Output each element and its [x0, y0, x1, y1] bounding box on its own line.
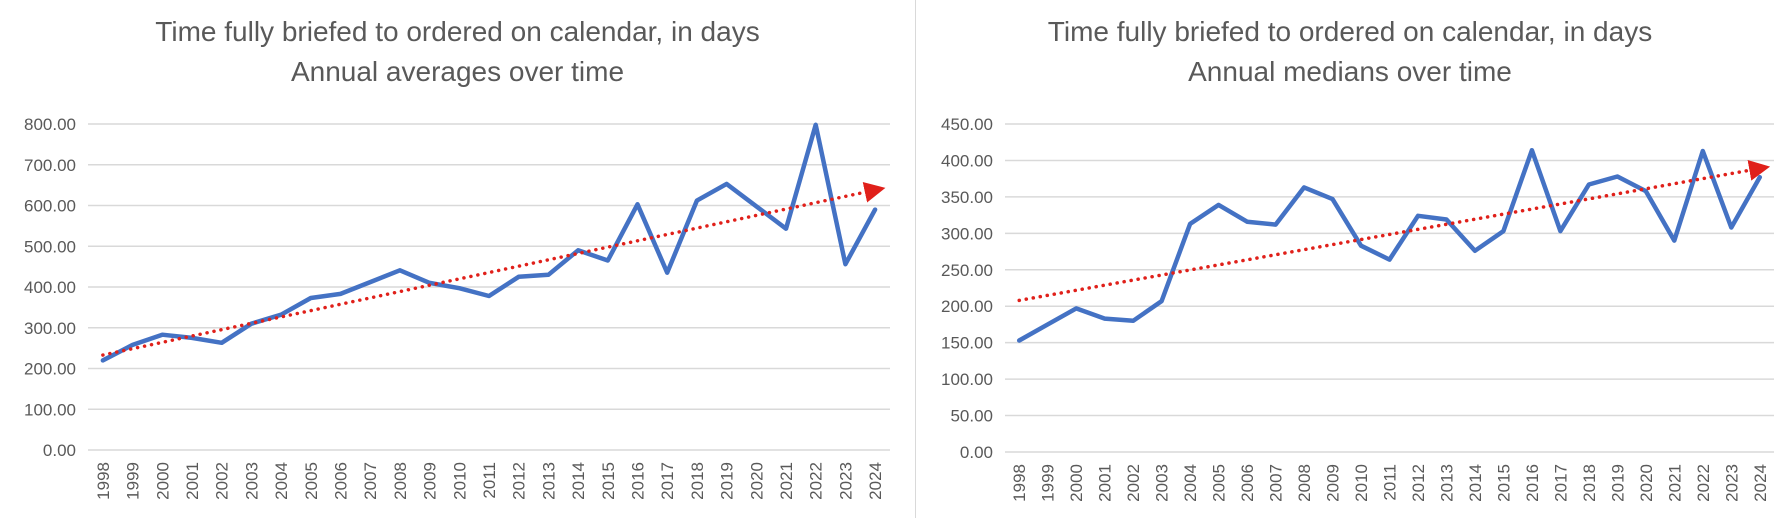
x-tick-label: 2020: [1637, 464, 1656, 502]
x-tick-label: 2000: [153, 462, 172, 500]
x-tick-label: 2004: [1181, 464, 1200, 502]
x-tick-label: 2013: [539, 462, 558, 500]
x-tick-label: 2024: [1751, 464, 1770, 502]
y-tick-label: 100.00: [24, 400, 76, 419]
x-tick-label: 2007: [1267, 464, 1286, 502]
x-tick-label: 1998: [1010, 464, 1029, 502]
x-tick-label: 2010: [450, 462, 469, 500]
x-tick-label: 2002: [1124, 464, 1143, 502]
x-tick-label: 2015: [1494, 464, 1513, 502]
chart-title-block: Time fully briefed to ordered on calenda…: [916, 12, 1784, 92]
x-tick-label: 2002: [213, 462, 232, 500]
y-tick-label: 450.00: [941, 115, 993, 134]
y-tick-label: 50.00: [950, 407, 993, 426]
x-tick-label: 2004: [272, 462, 291, 500]
x-tick-label: 2021: [1665, 464, 1684, 502]
x-tick-label: 2017: [658, 462, 677, 500]
x-tick-label: 2017: [1551, 464, 1570, 502]
x-tick-label: 2012: [1409, 464, 1428, 502]
x-tick-label: 2009: [1324, 464, 1343, 502]
chart-title-block: Time fully briefed to ordered on calenda…: [0, 12, 915, 92]
y-tick-label: 400.00: [941, 151, 993, 170]
x-tick-label: 2016: [1523, 464, 1542, 502]
chart-averages: Time fully briefed to ordered on calenda…: [0, 12, 915, 500]
chart-title: Time fully briefed to ordered on calenda…: [1047, 16, 1653, 47]
chart-subtitle: Annual averages over time: [290, 56, 625, 87]
panel-divider: [915, 0, 916, 518]
y-tick-label: 300.00: [24, 319, 76, 338]
y-tick-label: 500.00: [24, 237, 76, 256]
x-tick-label: 2001: [183, 462, 202, 500]
x-tick-label: 2001: [1096, 464, 1115, 502]
y-tick-label: 100.00: [941, 370, 993, 389]
trendline: [1017, 159, 1771, 303]
x-tick-label: 2018: [688, 462, 707, 500]
x-tick-label: 2021: [777, 462, 796, 500]
x-tick-label: 1998: [94, 462, 113, 500]
x-tick-label: 2014: [569, 462, 588, 500]
x-tick-label: 2023: [836, 462, 855, 500]
trendline: [101, 181, 886, 357]
x-tick-label: 2023: [1722, 464, 1741, 502]
x-tick-label: 2016: [629, 462, 648, 500]
x-tick-label: 2006: [1238, 464, 1257, 502]
x-tick-label: 2005: [1210, 464, 1229, 502]
chart-title: Time fully briefed to ordered on calenda…: [155, 16, 760, 47]
y-tick-label: 300.00: [941, 224, 993, 243]
x-tick-label: 2011: [1381, 464, 1400, 501]
x-tick-label: 2015: [599, 462, 618, 500]
x-tick-label: 2009: [421, 462, 440, 500]
y-tick-label: 200.00: [24, 360, 76, 379]
x-tick-label: 2018: [1580, 464, 1599, 502]
x-tick-label: 2022: [807, 462, 826, 500]
x-tick-label: 2014: [1466, 464, 1485, 502]
y-tick-label: 0.00: [960, 443, 993, 462]
y-tick-label: 250.00: [941, 261, 993, 280]
x-tick-label: 2003: [1153, 464, 1172, 502]
y-tick-label: 350.00: [941, 188, 993, 207]
chart-plot-averages: 0.00 100.00 200.00 300.00 400.00 500.00 600.00…: [24, 115, 890, 500]
chart-medians: Time fully briefed to ordered on calenda…: [916, 0, 1784, 518]
x-tick-label: 2013: [1437, 464, 1456, 502]
chart-plot-medians: 0.00 50.00 100.00 150.00 200.00 250.00 300.00 3…: [941, 115, 1774, 502]
x-tick-label: 2010: [1352, 464, 1371, 502]
x-tick-label: 2024: [866, 462, 885, 500]
chart-subtitle: Annual medians over time: [1188, 56, 1512, 87]
y-tick-label: 800.00: [24, 115, 76, 134]
x-tick-label: 2003: [242, 462, 261, 500]
y-tick-label: 600.00: [24, 197, 76, 216]
x-tick-label: 2020: [747, 462, 766, 500]
x-tick-label: 2011: [480, 462, 499, 499]
series-line: [1016, 147, 1763, 343]
series-line: [100, 122, 878, 363]
x-tick-label: 2008: [391, 462, 410, 500]
x-tick-label: 2007: [361, 462, 380, 500]
x-tick-label: 2019: [718, 462, 737, 500]
y-tick-label: 400.00: [24, 278, 76, 297]
x-tick-label: 2022: [1694, 464, 1713, 502]
y-tick-label: 150.00: [941, 334, 993, 353]
y-tick-label: 200.00: [941, 297, 993, 316]
x-tick-label: 1999: [124, 462, 143, 500]
x-tick-label: 1999: [1039, 464, 1058, 502]
x-tick-label: 2005: [302, 462, 321, 500]
y-tick-label: 700.00: [24, 156, 76, 175]
x-tick-label: 2000: [1067, 464, 1086, 502]
x-tick-label: 2008: [1295, 464, 1314, 502]
x-tick-label: 2012: [510, 462, 529, 500]
x-tick-label: 2006: [331, 462, 350, 500]
x-tick-label: 2019: [1608, 464, 1627, 502]
y-tick-label: 0.00: [43, 441, 76, 460]
